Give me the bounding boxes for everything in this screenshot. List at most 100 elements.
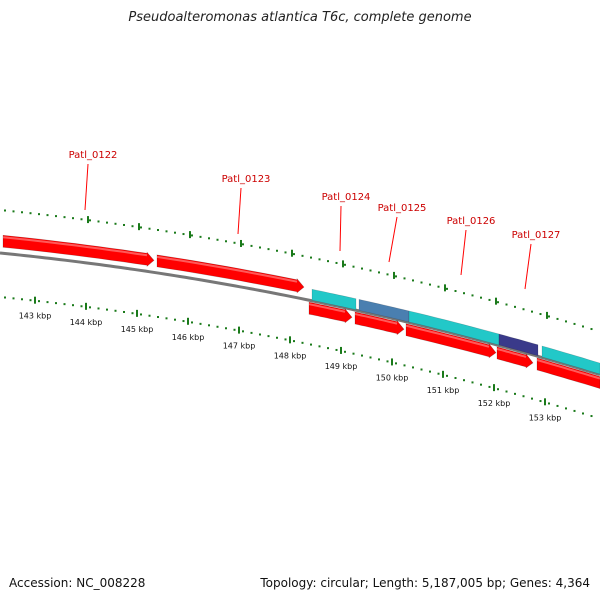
upper-scale-track-dot: [310, 256, 312, 259]
lower-scale-track-dot: [89, 306, 91, 309]
lower-scale-track-dot: [301, 341, 304, 344]
lower-scale-track-dot: [216, 325, 219, 328]
upper-scale-track-dot: [216, 238, 219, 241]
upper-scale-track-dot: [276, 249, 278, 252]
lower-scale-track-dot: [267, 335, 270, 338]
lower-scale-track-dot: [131, 312, 134, 315]
upper-scale-track-dot: [89, 219, 91, 222]
upper-scale-track-dot: [208, 237, 210, 240]
cds-arrow-highlight: [405, 324, 490, 348]
gene-leader-line: [339, 205, 342, 252]
lower-scale-track-dot: [157, 316, 159, 319]
upper-scale-track-dot: [463, 292, 465, 295]
upper-scale-track-dot: [420, 281, 423, 284]
lower-scale-track-dot: [148, 314, 151, 317]
upper-scale-track-dot: [301, 254, 304, 257]
upper-scale-track-dot: [12, 210, 15, 213]
accession-text: Accession: NC_008228: [9, 576, 146, 590]
upper-scale-track-dot: [21, 211, 23, 214]
kbp-tick-label: 143 kbp: [19, 312, 52, 321]
lower-scale-track-dot: [242, 330, 244, 333]
lower-scale-track-dot: [480, 383, 482, 386]
cds-arrow: [354, 311, 405, 336]
lower-scale-track-dot: [12, 297, 15, 300]
lower-scale-track-dot: [412, 366, 414, 369]
gene-label: Patl_0127: [512, 230, 561, 241]
lower-scale-track-dot: [259, 333, 261, 336]
upper-scale-track-dot: [412, 279, 414, 282]
cds-arrow: [156, 254, 305, 294]
upper-scale-track-dot: [386, 273, 389, 276]
upper-scale-track-dot: [327, 260, 329, 263]
genome-backbone: [0, 251, 600, 377]
upper-scale-track-dot: [582, 325, 584, 328]
upper-scale-track-dot: [454, 290, 457, 293]
kbp-tick-label: 149 kbp: [325, 362, 358, 371]
lower-scale-track-dot: [174, 318, 176, 321]
upper-scale-track-dot: [284, 251, 287, 254]
upper-scale-track-dot: [233, 241, 236, 244]
lower-scale-track-dot: [505, 390, 508, 393]
cds-arrow-highlight: [308, 303, 346, 313]
cds-arrow: [405, 323, 497, 359]
kbp-tick-label: 150 kbp: [376, 373, 409, 382]
lower-scale-track-dot: [522, 395, 525, 398]
upper-scale-track-dot: [148, 227, 151, 230]
lower-scale-track-dot: [361, 354, 363, 357]
upper-scale-track-dot: [488, 298, 491, 301]
lower-scale-track-dot: [72, 304, 74, 307]
lower-scale-track-dot: [429, 370, 431, 373]
gene-label: Patl_0126: [447, 216, 496, 227]
upper-scale-track-dot: [293, 253, 295, 256]
lower-scale-track-dot: [454, 377, 457, 380]
upper-scale-track-dot: [157, 229, 159, 232]
gene-label: Patl_0124: [322, 192, 371, 203]
gene-band: [311, 288, 357, 311]
lower-scale-track-dot: [123, 310, 125, 313]
lower-scale-track-dot: [531, 397, 533, 400]
lower-scale-track-dot: [463, 379, 465, 382]
upper-scale-track-dot: [267, 248, 270, 251]
upper-scale-track-dot: [505, 303, 508, 306]
lower-scale-track-dot: [165, 317, 168, 320]
lower-scale-track-dot: [293, 340, 295, 343]
upper-scale-track-dot: [514, 305, 516, 308]
lower-scale-track-dot: [114, 309, 117, 312]
lower-scale-track-dot: [344, 350, 346, 353]
gene-label: Patl_0123: [222, 174, 271, 185]
upper-scale-track-dot: [259, 246, 261, 249]
lower-scale-track-dot: [63, 303, 66, 306]
upper-scale-track-dot: [352, 265, 355, 268]
lower-scale-track-dot: [446, 374, 448, 377]
lower-scale-track-dot: [573, 409, 576, 412]
cds-arrow-highlight: [2, 236, 148, 257]
map-title: Pseudoalteromonas atlantica T6c, complet…: [128, 10, 472, 25]
lower-scale-track-dot: [395, 362, 397, 365]
upper-scale-track-dot: [437, 285, 440, 288]
lower-scale-track-dot: [420, 368, 423, 371]
lower-scale-track-dot: [548, 402, 550, 405]
gene-leader-line: [388, 216, 398, 263]
upper-scale-track-dot: [590, 328, 593, 331]
upper-scale-track-dot: [378, 271, 380, 274]
upper-scale-track-dot: [335, 261, 338, 264]
lower-scale-track-dot: [4, 296, 6, 299]
gene-leader-line: [84, 163, 89, 211]
upper-scale-track-dot: [480, 296, 482, 299]
cds-arrow: [496, 346, 534, 369]
lower-scale-track-dot: [140, 313, 142, 316]
cds-arrow: [2, 234, 155, 267]
gene-label: Patl_0125: [378, 203, 427, 214]
cds-arrow-highlight: [536, 359, 600, 380]
genome-summary-text: Topology: circular; Length: 5,187,005 bp…: [260, 576, 590, 590]
gene-label: Patl_0122: [69, 150, 118, 161]
upper-scale-track-dot: [361, 267, 363, 270]
upper-scale-track-dot: [556, 317, 559, 320]
kbp-tick-label: 148 kbp: [274, 351, 307, 360]
kbp-tick-label: 147 kbp: [223, 342, 256, 351]
upper-scale-track-dot: [191, 234, 193, 237]
upper-scale-track-dot: [199, 235, 202, 238]
upper-scale-track-dot: [72, 217, 74, 220]
gene-leader-line: [460, 229, 467, 276]
